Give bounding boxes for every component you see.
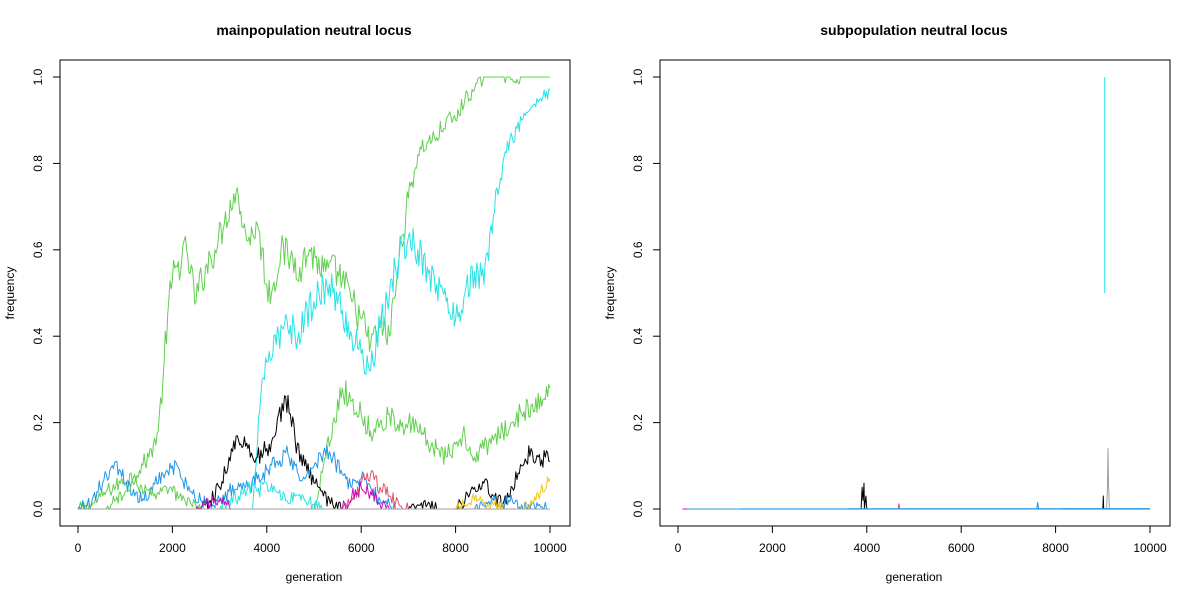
x-axis-label: generation: [286, 570, 343, 584]
main-population-panel: mainpopulation neutral locus 0 2000 4000 60…: [3, 22, 571, 584]
y-tick-label: 0.0: [631, 500, 645, 517]
chart-title: subpopulation neutral locus: [820, 22, 1008, 38]
x-tick-label: 10000: [1133, 541, 1167, 555]
series-line: [897, 503, 901, 510]
series-lines: [682, 77, 1150, 510]
y-tick-label: 0.6: [31, 241, 45, 258]
x-tick-label: 6000: [348, 541, 375, 555]
series-line: [77, 444, 400, 510]
series-line: [1102, 495, 1105, 510]
series-line: [252, 88, 551, 510]
y-axis: 0.0 0.2 0.4 0.6 0.8 1.0: [631, 68, 660, 517]
y-tick-label: 0.8: [31, 155, 45, 172]
series-line: [77, 76, 550, 510]
y-tick-label: 0.0: [31, 500, 45, 517]
chart-title: mainpopulation neutral locus: [216, 22, 411, 38]
x-tick-label: 0: [75, 541, 82, 555]
series-line: [1036, 502, 1040, 510]
series-line: [313, 380, 551, 510]
y-axis-label: frequency: [603, 267, 617, 320]
y-tick-label: 0.4: [631, 328, 645, 345]
x-tick-label: 6000: [948, 541, 975, 555]
y-axis-label: frequency: [3, 267, 17, 320]
x-tick-label: 2000: [159, 541, 186, 555]
series-line: [200, 394, 343, 510]
y-axis: 0.0 0.2 0.4 0.6 0.8 1.0: [31, 68, 60, 517]
sub-population-panel: subpopulation neutral locus 0 2000 4000 600…: [603, 22, 1171, 584]
series-lines: [77, 76, 551, 510]
series-line: [407, 445, 551, 510]
series-line: [105, 476, 202, 510]
y-tick-label: 0.6: [631, 241, 645, 258]
x-axis: 0 2000 4000 6000 8000 10000: [675, 526, 1167, 555]
y-tick-label: 0.4: [31, 328, 45, 345]
y-tick-label: 1.0: [31, 68, 45, 85]
x-tick-label: 0: [675, 541, 682, 555]
series-line: [1106, 448, 1110, 510]
y-tick-label: 0.2: [631, 414, 645, 431]
x-tick-label: 2000: [759, 541, 786, 555]
y-tick-label: 0.8: [631, 155, 645, 172]
x-tick-label: 4000: [853, 541, 880, 555]
series-line: [341, 470, 409, 510]
y-tick-label: 0.2: [31, 414, 45, 431]
x-tick-label: 8000: [1042, 541, 1069, 555]
x-axis-label: generation: [886, 570, 943, 584]
series-line: [860, 482, 868, 510]
x-tick-label: 4000: [253, 541, 280, 555]
x-tick-label: 10000: [533, 541, 567, 555]
series-line: [474, 494, 550, 510]
plot-frame: [659, 59, 1171, 527]
x-tick-label: 8000: [442, 541, 469, 555]
x-axis: 0 2000 4000 6000 8000 10000: [75, 526, 567, 555]
series-line: [219, 481, 324, 510]
y-tick-label: 1.0: [631, 68, 645, 85]
plot-frame: [59, 59, 571, 527]
